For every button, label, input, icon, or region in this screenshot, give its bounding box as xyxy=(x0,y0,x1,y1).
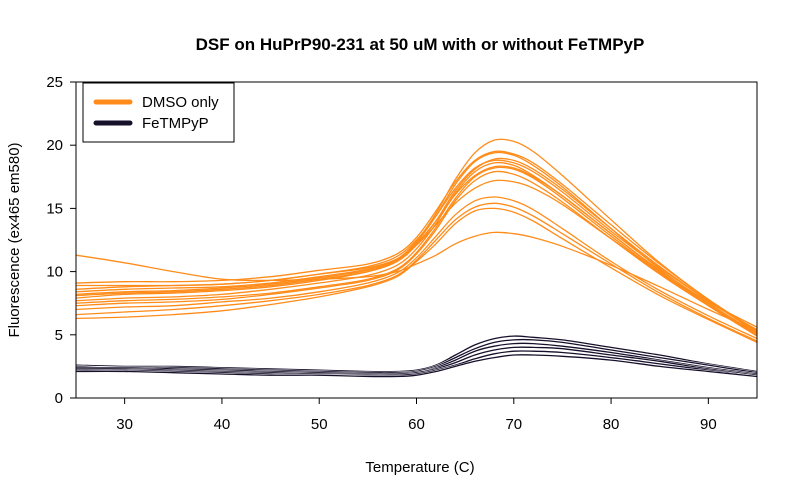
x-tick-label: 80 xyxy=(603,416,620,433)
x-tick-label: 50 xyxy=(311,416,328,433)
replicate-line xyxy=(75,335,758,373)
legend-box xyxy=(82,82,235,143)
replicate-line xyxy=(75,151,758,335)
replicate-line xyxy=(75,170,758,336)
y-axis-label: Fluorescence (ex465 em580) xyxy=(6,142,23,337)
replicate-line xyxy=(75,196,758,340)
legend-label: FeTMPyP xyxy=(142,115,209,132)
replicate-line xyxy=(75,346,758,376)
y-axis: 0 5 10 15 20 25 xyxy=(46,74,76,407)
replicate-line xyxy=(75,166,758,337)
x-axis: 30 40 50 60 70 80 90 xyxy=(116,398,717,433)
x-tick-label: 70 xyxy=(505,416,522,433)
replicate-line xyxy=(75,161,758,336)
replicate-line xyxy=(75,207,758,343)
y-tick-label: 10 xyxy=(46,264,63,281)
y-tick-label: 0 xyxy=(55,390,63,407)
y-tick-label: 15 xyxy=(46,200,63,217)
replicate-line xyxy=(75,202,758,342)
x-tick-label: 30 xyxy=(116,416,133,433)
series-dmso-only xyxy=(75,138,758,343)
x-axis-label: Temperature (C) xyxy=(365,459,474,476)
chart-title: DSF on HuPrP90-231 at 50 uM with or with… xyxy=(196,35,645,54)
replicate-line xyxy=(75,338,758,374)
replicate-line xyxy=(75,150,758,332)
series-fetmpyp xyxy=(75,334,758,378)
replicate-line xyxy=(75,231,758,332)
y-tick-label: 25 xyxy=(46,74,63,91)
x-tick-label: 60 xyxy=(408,416,425,433)
plot-area xyxy=(75,81,758,399)
x-tick-label: 90 xyxy=(700,416,717,433)
replicate-line xyxy=(75,350,758,378)
legend-label: DMSO only xyxy=(142,94,219,111)
replicate-line xyxy=(75,159,758,333)
replicate-line xyxy=(75,354,758,378)
replicate-line xyxy=(75,157,758,333)
series-layer xyxy=(75,138,758,378)
replicate-line xyxy=(75,342,758,375)
y-tick-label: 20 xyxy=(46,137,63,154)
y-tick-label: 5 xyxy=(55,327,63,344)
legend: DMSO only FeTMPyP xyxy=(82,82,235,143)
x-tick-label: 40 xyxy=(214,416,231,433)
